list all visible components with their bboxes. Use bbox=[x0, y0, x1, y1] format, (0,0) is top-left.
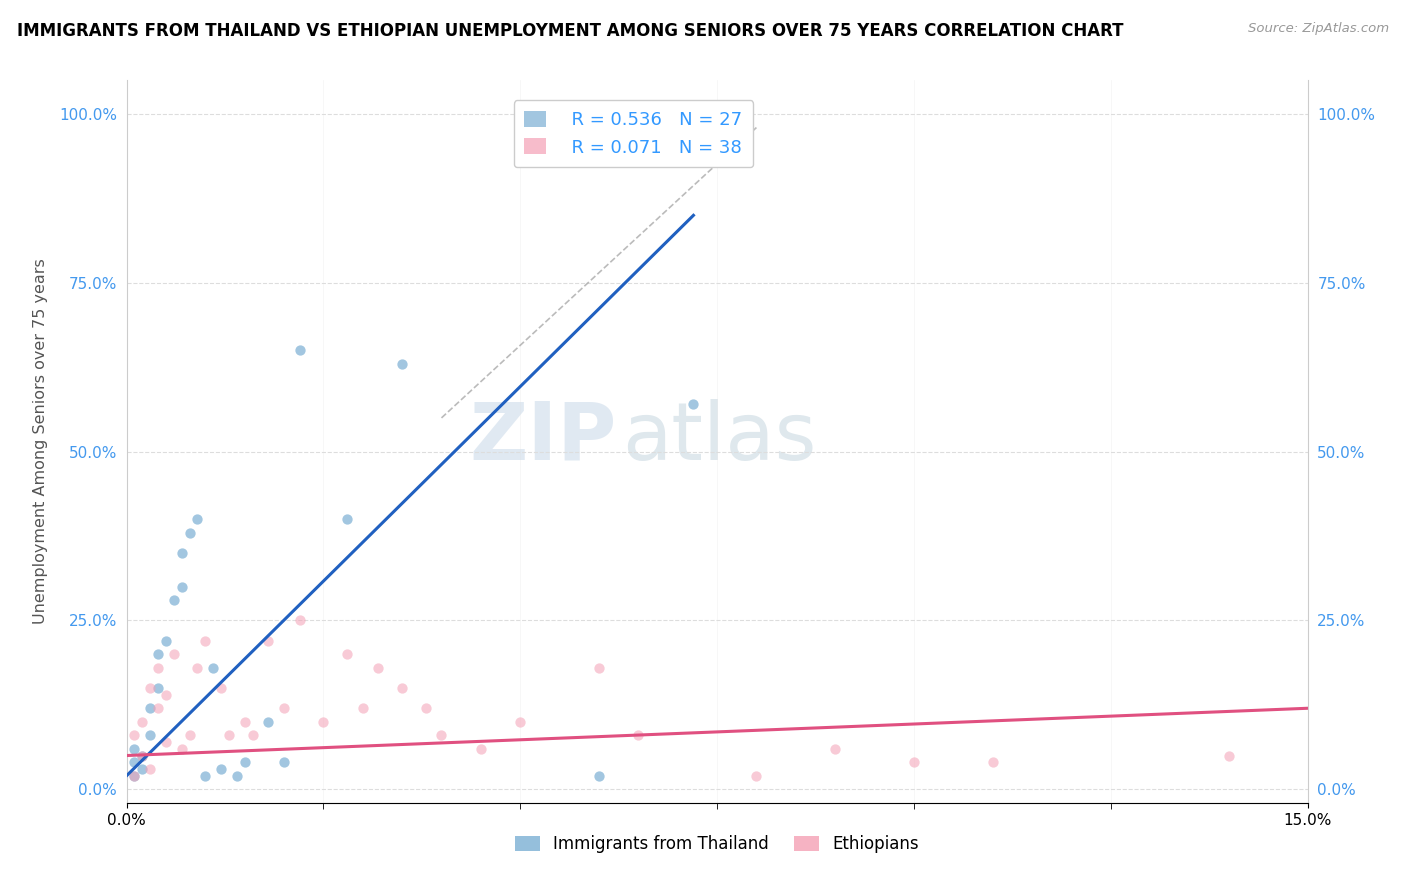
Point bbox=[186, 512, 208, 526]
Point bbox=[242, 728, 264, 742]
Point bbox=[391, 681, 413, 695]
Point bbox=[124, 728, 146, 742]
Point bbox=[209, 681, 232, 695]
Point bbox=[139, 701, 162, 715]
Point bbox=[131, 714, 153, 729]
Point bbox=[131, 748, 153, 763]
Point bbox=[415, 701, 437, 715]
Point bbox=[155, 688, 177, 702]
Point bbox=[225, 769, 247, 783]
Point bbox=[588, 769, 610, 783]
Point bbox=[194, 633, 217, 648]
Point bbox=[124, 741, 146, 756]
Point bbox=[124, 756, 146, 770]
Point bbox=[186, 661, 208, 675]
Point bbox=[146, 681, 169, 695]
Point bbox=[627, 728, 650, 742]
Legend: Immigrants from Thailand, Ethiopians: Immigrants from Thailand, Ethiopians bbox=[509, 828, 925, 860]
Point bbox=[170, 741, 193, 756]
Point bbox=[273, 701, 295, 715]
Point bbox=[163, 593, 186, 607]
Point bbox=[336, 647, 359, 661]
Point bbox=[155, 735, 177, 749]
Y-axis label: Unemployment Among Seniors over 75 years: Unemployment Among Seniors over 75 years bbox=[32, 259, 48, 624]
Text: Source: ZipAtlas.com: Source: ZipAtlas.com bbox=[1249, 22, 1389, 36]
Point bbox=[352, 701, 374, 715]
Point bbox=[509, 714, 531, 729]
Point bbox=[824, 741, 846, 756]
Point bbox=[146, 647, 169, 661]
Point bbox=[745, 769, 768, 783]
Point bbox=[131, 762, 153, 776]
Point bbox=[288, 614, 311, 628]
Point bbox=[336, 512, 359, 526]
Point bbox=[139, 681, 162, 695]
Point bbox=[163, 647, 186, 661]
Point bbox=[139, 762, 162, 776]
Point bbox=[179, 525, 201, 540]
Point bbox=[170, 546, 193, 560]
Point bbox=[218, 728, 240, 742]
Point bbox=[209, 762, 232, 776]
Point bbox=[312, 714, 335, 729]
Point bbox=[194, 769, 217, 783]
Point bbox=[202, 661, 225, 675]
Point bbox=[146, 661, 169, 675]
Point bbox=[233, 756, 256, 770]
Text: atlas: atlas bbox=[623, 399, 817, 477]
Point bbox=[179, 728, 201, 742]
Point bbox=[233, 714, 256, 729]
Point bbox=[257, 714, 280, 729]
Point bbox=[391, 357, 413, 371]
Point bbox=[124, 769, 146, 783]
Point bbox=[903, 756, 925, 770]
Point bbox=[470, 741, 492, 756]
Point bbox=[257, 633, 280, 648]
Point bbox=[981, 756, 1004, 770]
Point bbox=[146, 701, 169, 715]
Point bbox=[1218, 748, 1240, 763]
Point bbox=[430, 728, 453, 742]
Point bbox=[139, 728, 162, 742]
Text: ZIP: ZIP bbox=[470, 399, 617, 477]
Point bbox=[124, 769, 146, 783]
Point bbox=[588, 661, 610, 675]
Point bbox=[367, 661, 389, 675]
Point bbox=[273, 756, 295, 770]
Point bbox=[170, 580, 193, 594]
Point bbox=[131, 748, 153, 763]
Text: IMMIGRANTS FROM THAILAND VS ETHIOPIAN UNEMPLOYMENT AMONG SENIORS OVER 75 YEARS C: IMMIGRANTS FROM THAILAND VS ETHIOPIAN UN… bbox=[17, 22, 1123, 40]
Point bbox=[155, 633, 177, 648]
Point bbox=[682, 397, 704, 411]
Point bbox=[288, 343, 311, 358]
